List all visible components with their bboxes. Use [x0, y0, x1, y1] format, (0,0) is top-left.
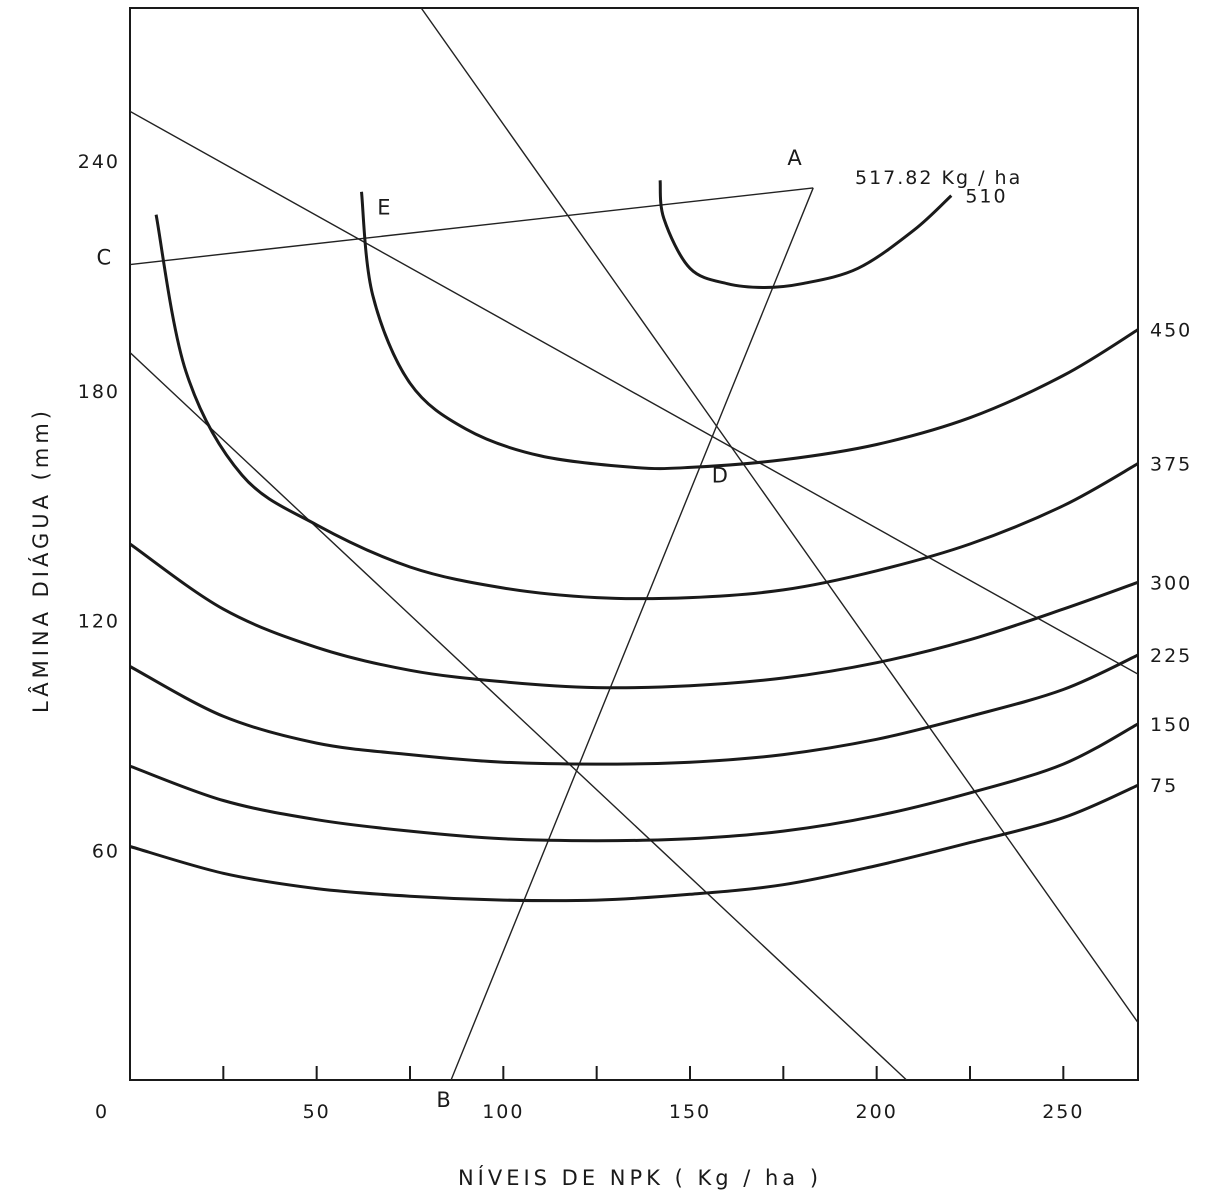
x-tick-label: 250	[1042, 1101, 1084, 1123]
axis-ticks: 0 50 100 150 200 250 60 120 180 240	[78, 151, 1084, 1123]
isoquant-375	[154, 214, 1139, 601]
y-tick-label: 180	[78, 381, 120, 403]
y-tick-label: 240	[78, 151, 120, 173]
point-label-A: A	[787, 146, 802, 170]
isoquant-150	[129, 722, 1139, 843]
x-tick-label: 200	[856, 1101, 898, 1123]
isoquant-225	[129, 653, 1139, 766]
isoquant-label-75: 75	[1150, 775, 1178, 797]
isoquant-450	[360, 191, 1139, 471]
budget-line-2	[130, 110, 1138, 675]
budget-line-1	[130, 352, 908, 1080]
point-label-B: B	[436, 1088, 450, 1112]
max-yield-annotation: 517.82 Kg / ha	[855, 167, 1022, 189]
ridge-line	[129, 187, 814, 266]
x-tick-label: 0	[95, 1101, 109, 1123]
x-tick-label: 150	[669, 1101, 711, 1123]
isoquant-75	[129, 783, 1139, 903]
point-label-E: E	[377, 196, 390, 220]
y-tick-label: 120	[78, 611, 120, 633]
isoquant-label-510: 510	[965, 186, 1007, 208]
isoquant-label-150: 150	[1150, 714, 1192, 736]
isoquant-label-225: 225	[1150, 645, 1192, 667]
x-tick-label: 50	[303, 1101, 331, 1123]
budget-line-3	[420, 8, 1138, 1023]
point-label-D: D	[712, 464, 728, 488]
isoquant-curves	[129, 180, 1139, 903]
chart-labels: 75 150 225 300 375 450 510 A B C D E	[97, 146, 1192, 1112]
y-axis-title: LÂMINA DIÁGUA (mm)	[28, 407, 53, 713]
expansion-path-line	[450, 187, 814, 1081]
y-tick-label: 60	[92, 840, 120, 862]
isoquant-label-300: 300	[1150, 572, 1192, 594]
isoquant-300	[129, 542, 1139, 690]
x-tick-label: 100	[482, 1101, 524, 1123]
x-axis-title: NÍVEIS DE NPK ( Kg / ha )	[458, 1165, 822, 1190]
budget-lines	[129, 8, 1138, 1081]
point-label-C: C	[97, 246, 112, 270]
isoquant-510	[658, 180, 953, 290]
isoquant-label-375: 375	[1150, 454, 1192, 476]
isoquant-label-450: 450	[1150, 320, 1192, 342]
